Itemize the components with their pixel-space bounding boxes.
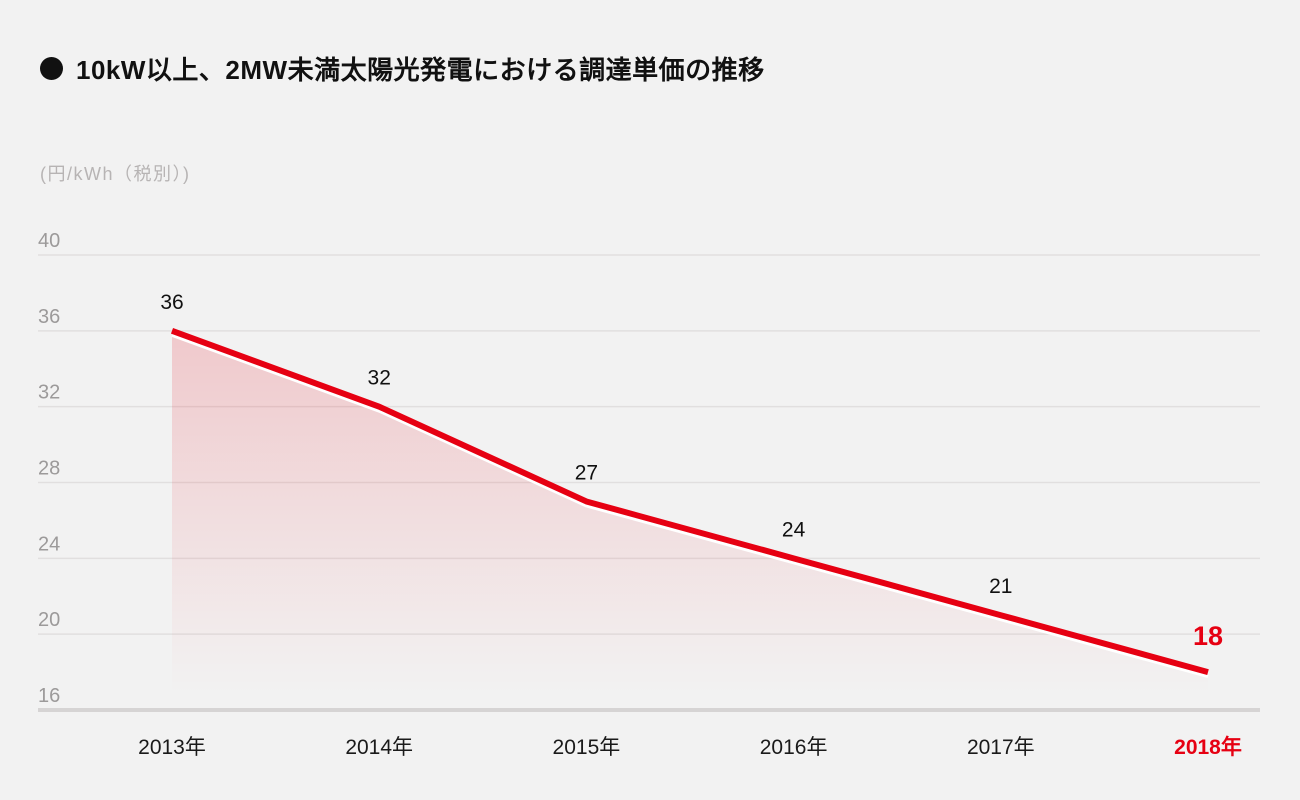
y-tick-label-16: 16 — [38, 685, 60, 707]
y-axis-unit-label: (円/kWh（税別）) — [40, 164, 191, 184]
value-label-2014年: 32 — [368, 367, 391, 390]
x-axis-label-2016年: 2016年 — [760, 736, 828, 759]
x-axis-label-2018年: 2018年 — [1174, 735, 1242, 759]
value-label-2016年: 24 — [782, 518, 806, 541]
area-fill — [172, 336, 1208, 706]
y-tick-label-20: 20 — [38, 609, 60, 631]
y-tick-label-32: 32 — [38, 382, 60, 404]
line-white-underlay — [171, 333, 1209, 679]
y-tick-label-40: 40 — [38, 230, 60, 252]
y-tick-label-28: 28 — [38, 458, 60, 480]
price-line — [170, 328, 1209, 675]
chart-title: 10kW以上、2MW未満太陽光発電における調達単価の推移 — [76, 55, 765, 85]
x-axis-label-2014年: 2014年 — [345, 736, 413, 759]
y-tick-label-24: 24 — [38, 533, 60, 555]
chart-title-row: 10kW以上、2MW未満太陽光発電における調達単価の推移 — [40, 50, 765, 87]
y-tick-label-36: 36 — [38, 306, 60, 328]
value-label-2017年: 21 — [989, 575, 1012, 598]
x-axis-label-2015年: 2015年 — [553, 736, 621, 759]
value-label-2015年: 27 — [575, 461, 598, 484]
x-axis-label-2013年: 2013年 — [138, 736, 206, 759]
circle-bullet-icon — [40, 57, 63, 80]
value-label-2013年: 36 — [160, 291, 183, 314]
value-label-2018年: 18 — [1193, 621, 1223, 651]
x-axis-label-2017年: 2017年 — [967, 736, 1035, 759]
